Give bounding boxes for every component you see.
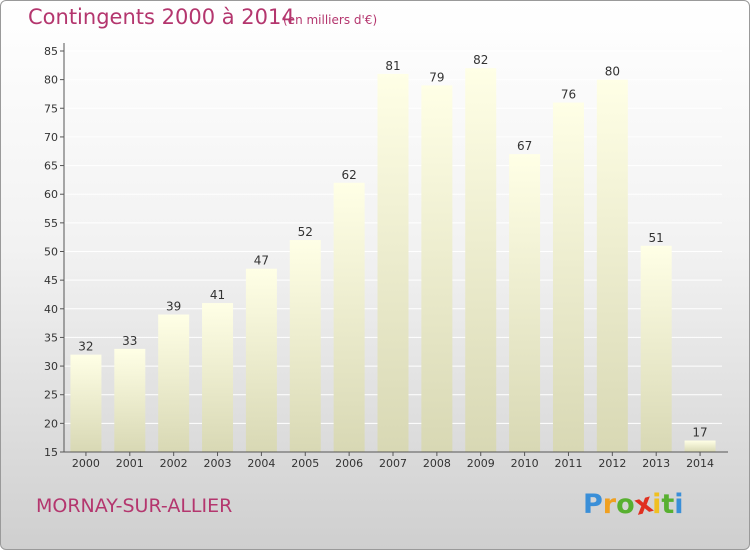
y-tick-label: 40: [44, 303, 58, 316]
y-tick-label: 80: [44, 74, 58, 87]
bar: [509, 154, 541, 452]
bar: [684, 440, 716, 452]
logo-letter: i: [674, 489, 684, 520]
bar: [552, 102, 584, 453]
logo-letter: t: [661, 489, 675, 520]
data-label: 76: [561, 88, 576, 102]
bar: [377, 73, 409, 453]
x-tick-label: 2008: [423, 457, 451, 470]
axes: [60, 43, 728, 456]
data-label: 32: [78, 340, 93, 354]
y-tick-label: 55: [44, 217, 58, 230]
y-tick-label: 25: [44, 389, 58, 402]
bar: [70, 354, 102, 452]
data-label: 52: [298, 225, 313, 239]
y-tick-label: 85: [44, 45, 58, 58]
x-tick-label: 2003: [204, 457, 232, 470]
labels: 15 20 25 30 35 40 45 50 55 60 65 70 75 80 85 32 2000 33 20…: [44, 45, 714, 470]
data-label: 79: [429, 70, 444, 84]
y-tick-label: 45: [44, 274, 58, 287]
x-tick-label: 2012: [598, 457, 626, 470]
bar: [158, 314, 190, 452]
x-tick-label: 2001: [116, 457, 144, 470]
y-tick-label: 60: [44, 188, 58, 201]
x-tick-label: 2010: [511, 457, 539, 470]
data-label: 41: [210, 288, 225, 302]
x-tick-label: 2011: [554, 457, 582, 470]
logo-letter: i: [652, 489, 662, 520]
bar: [202, 303, 234, 452]
logo-letter: o: [616, 489, 635, 520]
bar: [421, 85, 453, 452]
data-label: 33: [122, 334, 137, 348]
chart-subtitle: (en milliers d'€): [283, 13, 378, 27]
y-tick-label: 70: [44, 131, 58, 144]
x-tick-label: 2000: [72, 457, 100, 470]
data-label: 81: [385, 59, 400, 73]
y-tick-label: 15: [44, 446, 58, 459]
bar: [114, 348, 146, 452]
bar: [640, 245, 672, 452]
place-name: MORNAY-SUR-ALLIER: [36, 495, 233, 517]
data-label: 80: [605, 65, 620, 79]
x-tick-label: 2005: [291, 457, 319, 470]
y-tick-label: 50: [44, 246, 58, 259]
y-tick-label: 35: [44, 331, 58, 344]
bar: [333, 182, 365, 452]
chart-title: Contingents 2000 à 2014: [28, 5, 295, 29]
logo-letter: r: [602, 489, 617, 520]
data-label: 82: [473, 53, 488, 67]
bars: [70, 68, 716, 453]
bar: [465, 68, 497, 452]
x-tick-label: 2013: [642, 457, 670, 470]
data-label: 39: [166, 300, 181, 314]
x-tick-label: 2007: [379, 457, 407, 470]
y-tick-label: 75: [44, 102, 58, 115]
bar: [245, 268, 277, 452]
data-label: 51: [649, 231, 664, 245]
data-label: 17: [692, 426, 707, 440]
data-label: 67: [517, 139, 532, 153]
logo-letter: P: [583, 489, 603, 520]
y-tick-label: 30: [44, 360, 58, 373]
x-tick-label: 2006: [335, 457, 363, 470]
y-tick-label: 65: [44, 160, 58, 173]
bar: [289, 240, 321, 452]
x-tick-label: 2014: [686, 457, 714, 470]
data-label: 47: [254, 254, 269, 268]
bar: [596, 79, 628, 453]
proxiti-logo: Proxiti: [583, 487, 684, 521]
x-tick-label: 2004: [247, 457, 275, 470]
data-label: 62: [341, 168, 356, 182]
x-tick-label: 2002: [160, 457, 188, 470]
x-tick-label: 2009: [467, 457, 495, 470]
y-tick-label: 20: [44, 417, 58, 430]
